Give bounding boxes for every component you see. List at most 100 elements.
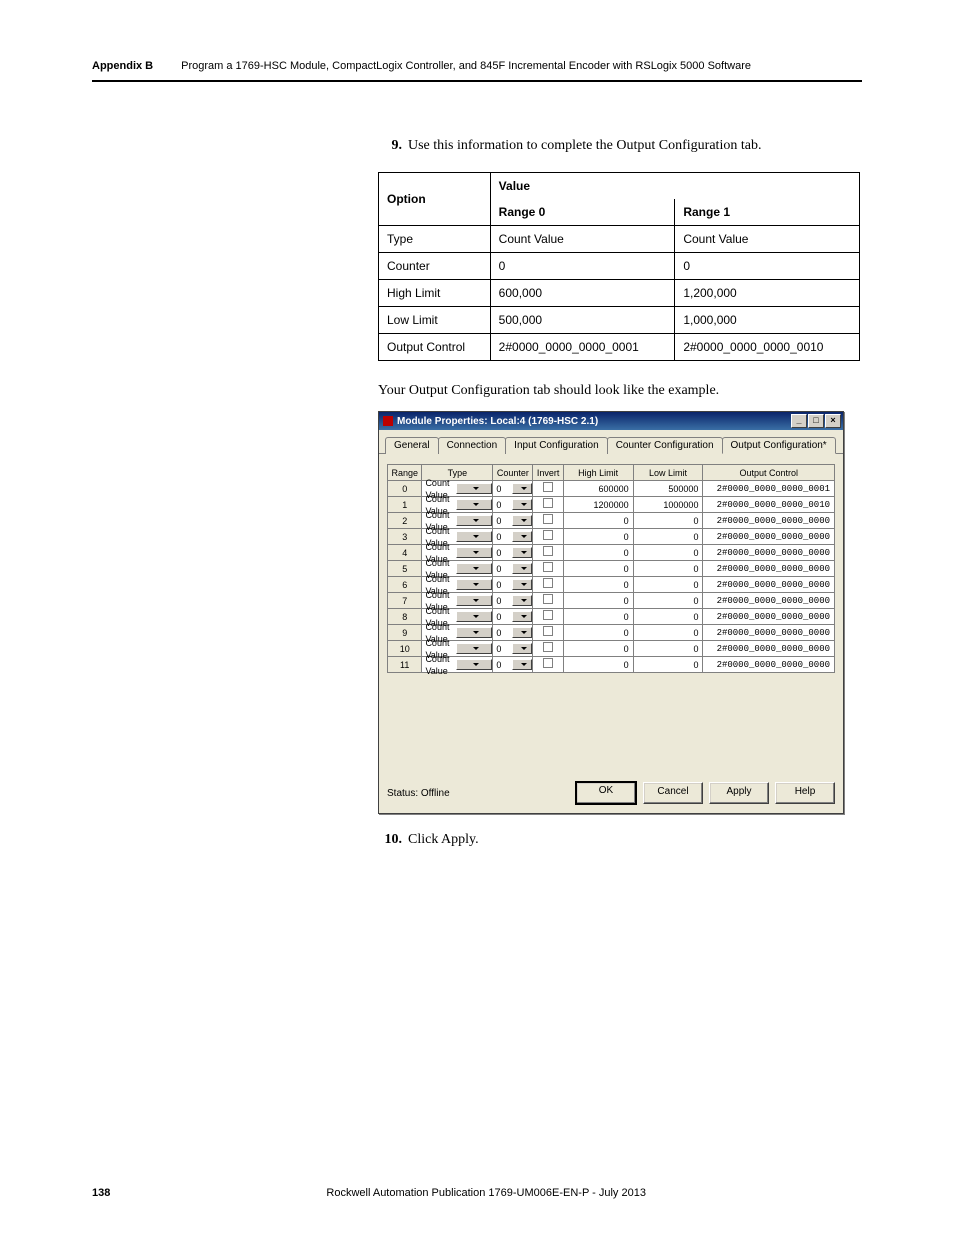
chevron-down-icon[interactable]	[456, 483, 492, 494]
chevron-down-icon[interactable]	[512, 531, 533, 542]
cell-high-limit[interactable]: 0	[563, 625, 633, 641]
cancel-button[interactable]: Cancel	[643, 782, 703, 804]
cell-output-control[interactable]: 2#0000_0000_0000_0000	[703, 593, 835, 609]
checkbox-icon[interactable]	[543, 546, 553, 556]
cell-invert[interactable]	[533, 497, 563, 513]
chevron-down-icon[interactable]	[512, 483, 533, 494]
checkbox-icon[interactable]	[543, 658, 553, 668]
chevron-down-icon[interactable]	[456, 515, 492, 526]
cell-high-limit[interactable]: 0	[563, 545, 633, 561]
checkbox-icon[interactable]	[543, 498, 553, 508]
cell-low-limit[interactable]: 1000000	[633, 497, 703, 513]
cell-invert[interactable]	[533, 577, 563, 593]
cell-counter[interactable]: 0	[493, 497, 533, 513]
tab-input-config[interactable]: Input Configuration	[505, 437, 608, 454]
chevron-down-icon[interactable]	[512, 579, 533, 590]
maximize-button[interactable]: □	[808, 414, 824, 428]
cell-low-limit[interactable]: 0	[633, 577, 703, 593]
chevron-down-icon[interactable]	[512, 563, 533, 574]
chevron-down-icon[interactable]	[456, 547, 492, 558]
cell-counter[interactable]: 0	[493, 657, 533, 673]
chevron-down-icon[interactable]	[512, 515, 533, 526]
cell-high-limit[interactable]: 0	[563, 577, 633, 593]
cell-high-limit[interactable]: 0	[563, 641, 633, 657]
cell-low-limit[interactable]: 0	[633, 529, 703, 545]
cell-low-limit[interactable]: 0	[633, 609, 703, 625]
checkbox-icon[interactable]	[543, 626, 553, 636]
apply-button[interactable]: Apply	[709, 782, 769, 804]
cell-counter[interactable]: 0	[493, 481, 533, 497]
checkbox-icon[interactable]	[543, 610, 553, 620]
chevron-down-icon[interactable]	[512, 659, 533, 670]
cell-invert[interactable]	[533, 545, 563, 561]
cell-output-control[interactable]: 2#0000_0000_0000_0000	[703, 609, 835, 625]
cell-counter[interactable]: 0	[493, 513, 533, 529]
cell-invert[interactable]	[533, 625, 563, 641]
cell-low-limit[interactable]: 0	[633, 641, 703, 657]
cell-high-limit[interactable]: 0	[563, 593, 633, 609]
cell-invert[interactable]	[533, 481, 563, 497]
cell-low-limit[interactable]: 0	[633, 545, 703, 561]
cell-invert[interactable]	[533, 593, 563, 609]
cell-invert[interactable]	[533, 561, 563, 577]
cell-invert[interactable]	[533, 657, 563, 673]
cell-counter[interactable]: 0	[493, 545, 533, 561]
checkbox-icon[interactable]	[543, 642, 553, 652]
cell-low-limit[interactable]: 500000	[633, 481, 703, 497]
cell-invert[interactable]	[533, 513, 563, 529]
cell-output-control[interactable]: 2#0000_0000_0000_0000	[703, 513, 835, 529]
chevron-down-icon[interactable]	[456, 627, 492, 638]
cell-high-limit[interactable]: 0	[563, 529, 633, 545]
cell-low-limit[interactable]: 0	[633, 625, 703, 641]
chevron-down-icon[interactable]	[456, 579, 492, 590]
tab-counter-config[interactable]: Counter Configuration	[607, 437, 723, 454]
checkbox-icon[interactable]	[543, 578, 553, 588]
chevron-down-icon[interactable]	[456, 531, 492, 542]
cell-invert[interactable]	[533, 529, 563, 545]
cell-high-limit[interactable]: 0	[563, 657, 633, 673]
chevron-down-icon[interactable]	[512, 547, 533, 558]
chevron-down-icon[interactable]	[456, 643, 492, 654]
chevron-down-icon[interactable]	[512, 611, 533, 622]
cell-counter[interactable]: 0	[493, 609, 533, 625]
cell-output-control[interactable]: 2#0000_0000_0000_0000	[703, 577, 835, 593]
cell-output-control[interactable]: 2#0000_0000_0000_0000	[703, 641, 835, 657]
minimize-button[interactable]: _	[791, 414, 807, 428]
cell-counter[interactable]: 0	[493, 641, 533, 657]
cell-counter[interactable]: 0	[493, 529, 533, 545]
help-button[interactable]: Help	[775, 782, 835, 804]
checkbox-icon[interactable]	[543, 514, 553, 524]
ok-button[interactable]: OK	[575, 781, 637, 805]
cell-counter[interactable]: 0	[493, 577, 533, 593]
close-button[interactable]: ×	[825, 414, 841, 428]
chevron-down-icon[interactable]	[512, 627, 533, 638]
cell-output-control[interactable]: 2#0000_0000_0000_0000	[703, 529, 835, 545]
cell-output-control[interactable]: 2#0000_0000_0000_0000	[703, 625, 835, 641]
checkbox-icon[interactable]	[543, 562, 553, 572]
checkbox-icon[interactable]	[543, 594, 553, 604]
cell-low-limit[interactable]: 0	[633, 593, 703, 609]
cell-invert[interactable]	[533, 641, 563, 657]
cell-type[interactable]: Count Value	[422, 657, 493, 673]
tab-connection[interactable]: Connection	[438, 437, 507, 454]
cell-low-limit[interactable]: 0	[633, 513, 703, 529]
cell-low-limit[interactable]: 0	[633, 657, 703, 673]
cell-counter[interactable]: 0	[493, 561, 533, 577]
cell-invert[interactable]	[533, 609, 563, 625]
chevron-down-icon[interactable]	[456, 595, 492, 606]
cell-counter[interactable]: 0	[493, 593, 533, 609]
chevron-down-icon[interactable]	[512, 643, 533, 654]
chevron-down-icon[interactable]	[456, 611, 492, 622]
cell-output-control[interactable]: 2#0000_0000_0000_0000	[703, 545, 835, 561]
cell-counter[interactable]: 0	[493, 625, 533, 641]
chevron-down-icon[interactable]	[512, 499, 533, 510]
cell-high-limit[interactable]: 0	[563, 609, 633, 625]
chevron-down-icon[interactable]	[456, 499, 492, 510]
cell-low-limit[interactable]: 0	[633, 561, 703, 577]
cell-high-limit[interactable]: 1200000	[563, 497, 633, 513]
cell-output-control[interactable]: 2#0000_0000_0000_0010	[703, 497, 835, 513]
cell-high-limit[interactable]: 0	[563, 561, 633, 577]
chevron-down-icon[interactable]	[512, 595, 533, 606]
chevron-down-icon[interactable]	[456, 659, 492, 670]
checkbox-icon[interactable]	[543, 530, 553, 540]
